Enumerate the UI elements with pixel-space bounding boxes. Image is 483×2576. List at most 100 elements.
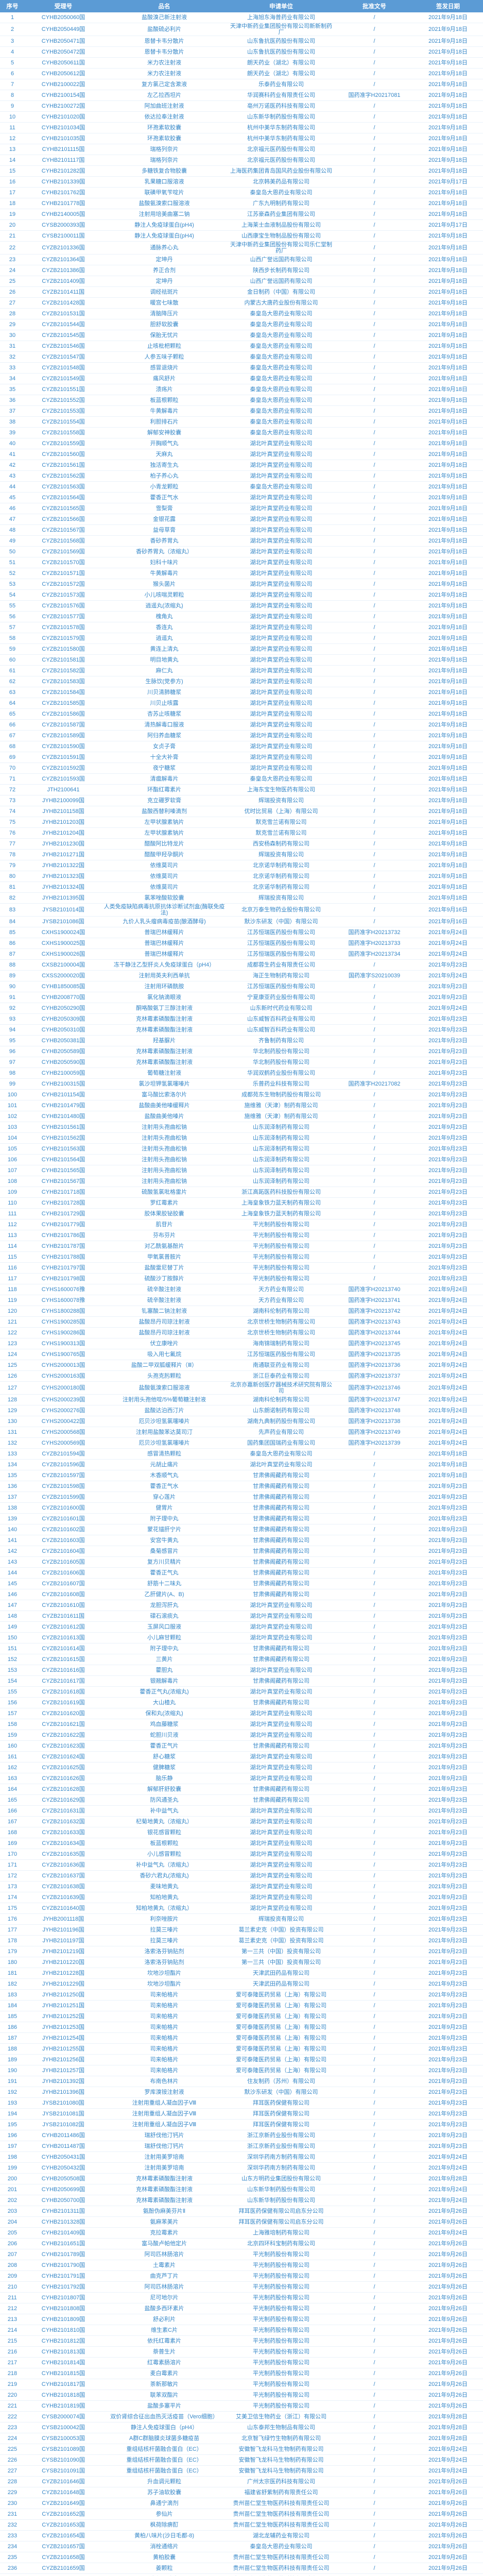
cell-row-number: 18	[0, 198, 25, 209]
cell-row-number: 174	[0, 1892, 25, 1903]
cell-issue-date: 2021年9月23日	[413, 1600, 483, 1611]
cell-product-name: 硫辛酸注射液	[102, 1295, 227, 1306]
cell-row-number: 127	[0, 1381, 25, 1395]
cell-row-number: 170	[0, 1849, 25, 1860]
cell-product-name: 盐酸多塞平片	[102, 2400, 227, 2412]
cell-applicant: 湖北叶真堂药业有限公司	[227, 1870, 336, 1882]
cell-applicant: 住友制药（苏州）有限公司	[227, 2076, 336, 2087]
cell-applicant: 甘肃佛阁藏药有限公司	[227, 1546, 336, 1557]
table-row: 181 JYHB2101228国 坎地沙坦酯片 天津武田药品有限公司/2021年9月2…	[0, 1968, 483, 1979]
cell-approval-number: /	[336, 611, 413, 622]
cell-acceptance-number: CYZB2101606国	[25, 1567, 102, 1579]
table-row: 166 CYZB2101631国 补中益气丸 湖北叶真堂药业有限公司/2021年9月2…	[0, 1805, 483, 1817]
cell-issue-date: 2021年9月26日	[413, 2281, 483, 2293]
cell-acceptance-number: JYHB2101252国	[25, 2011, 102, 2022]
table-row: 215 CYHB2101812国 依托红霉素片 平光制药股份有限公司/2021年9月2…	[0, 2335, 483, 2347]
cell-row-number: 194	[0, 2108, 25, 2120]
cell-row-number: 48	[0, 524, 25, 536]
cell-issue-date: 2021年9月23日	[413, 1013, 483, 1025]
table-row: 64 CYZB2101585国 川贝止咳露 湖北叶真堂药业有限公司/2021年9月18…	[0, 698, 483, 709]
cell-row-number: 189	[0, 2054, 25, 2065]
cell-row-number: 7	[0, 79, 25, 90]
table-row: 221 CYHB2101819国 盐酸多塞平片 平光制药股份有限公司/2021年9月2…	[0, 2400, 483, 2412]
cell-approval-number: /	[336, 1251, 413, 1263]
cell-product-name: 葡萄糖注射液	[102, 1067, 227, 1079]
cell-approval-number: /	[336, 762, 413, 774]
table-row: 187 JYHB2101254国 司来帕格片 爱可泰隆医药贸易（上海）有限公司/202…	[0, 2032, 483, 2044]
table-row: 84 JYSB2101086国 九价人乳头瘤病毒疫苗(酿酒酵母) 默沙东研发（中国）有…	[0, 916, 483, 927]
cell-row-number: 100	[0, 1089, 25, 1100]
table-row: 40 CYZB2101559国 开胸顺气丸 湖北叶真堂药业有限公司/2021年9月18…	[0, 438, 483, 449]
cell-product-name: 维生素C片	[102, 2325, 227, 2336]
cell-acceptance-number: CYHB2050472国	[25, 46, 102, 58]
cell-row-number: 4	[0, 46, 25, 58]
table-row: 141 CYZB2101603国 安宫牛黄丸 甘肃佛阁藏药有限公司/2021年9月23…	[0, 1535, 483, 1546]
cell-issue-date: 2021年9月18日	[413, 438, 483, 449]
cell-issue-date: 2021年9月18日	[413, 155, 483, 166]
cell-approval-number: 国药准字H20213736	[336, 1360, 413, 1371]
cell-approval-number: /	[336, 892, 413, 904]
cell-issue-date: 2021年9月23日	[413, 1935, 483, 1946]
cell-issue-date: 2021年9月18日	[413, 838, 483, 850]
cell-approval-number: /	[336, 871, 413, 882]
cell-applicant: 平光制药股份有限公司	[227, 1251, 336, 1263]
cell-applicant: 秦皇岛大恩药业有限公司	[227, 1448, 336, 1460]
cell-row-number: 107	[0, 1165, 25, 1176]
cell-applicant: 第一三共（中国）投资有限公司	[227, 1957, 336, 1968]
cell-applicant: 平光制药股份有限公司	[227, 2335, 336, 2347]
cell-issue-date: 2021年9月24日	[413, 2184, 483, 2195]
cell-row-number: 66	[0, 719, 25, 731]
cell-product-name: 盐酸多西环素片	[102, 2303, 227, 2314]
cell-issue-date: 2021年9月23日	[413, 992, 483, 1003]
cell-acceptance-number: CYHB2101814国	[25, 2357, 102, 2368]
cell-product-name: 克林霉素磷酸酯注射液	[102, 1013, 227, 1025]
cell-acceptance-number: CYZB2101586国	[25, 708, 102, 720]
cell-applicant: 湖北叶真堂药业有限公司	[227, 438, 336, 449]
cell-issue-date: 2021年9月18日	[413, 806, 483, 817]
cell-applicant: 秦皇岛大恩药业有限公司	[227, 341, 336, 352]
cell-approval-number: 国药准字H20213745	[336, 1338, 413, 1349]
cell-row-number: 120	[0, 1306, 25, 1317]
cell-product-name: 金银花露	[102, 514, 227, 525]
cell-row-number: 173	[0, 1881, 25, 1892]
table-row: 27 CYZB2101428国 暖宫七味散 内蒙古大唐药业股份有限公司/2021年9月…	[0, 297, 483, 309]
cell-issue-date: 2021年9月23日	[413, 1589, 483, 1600]
cell-row-number: 92	[0, 1003, 25, 1014]
cell-approval-number: /	[336, 1481, 413, 1492]
table-row: 23 CYZB2101364国 定坤丹 山西广誉远国药有限公司/2021年9月18日	[0, 254, 483, 265]
cell-product-name: 乳果糖口服溶液	[102, 176, 227, 188]
cell-applicant: 北京诺华制药有限公司	[227, 860, 336, 871]
cell-row-number: 30	[0, 330, 25, 341]
cell-issue-date: 2021年9月23日	[413, 1132, 483, 1144]
cell-applicant: 山东鲁抗医药股份有限公司	[227, 46, 336, 58]
cell-row-number: 168	[0, 1827, 25, 1838]
cell-row-number: 121	[0, 1316, 25, 1328]
cell-approval-number: 国药准字H20217082	[336, 1078, 413, 1090]
column-header-acceptance-number: 受理号	[25, 0, 102, 12]
cell-acceptance-number: CYZB2101628国	[25, 1784, 102, 1795]
table-row: 99 CYHB2100315国 氯沙坦钾氢氯噻嗪片 乐普药业科技有限公司 国药准字H20…	[0, 1078, 483, 1090]
cell-issue-date: 2021年9月23日	[413, 1805, 483, 1817]
cell-row-number: 191	[0, 2076, 25, 2087]
cell-issue-date: 2021年9月26日	[413, 2346, 483, 2358]
cell-product-name: 牛黄解毒片	[102, 568, 227, 579]
table-row: 39 CYZB2101558国 解郁安神胶囊 秦皇岛大恩药业有限公司/2021年9月1…	[0, 427, 483, 438]
cell-applicant: 平光制药股份有限公司	[227, 2357, 336, 2368]
table-row: 56 CYZB2101577国 槐角丸 湖北叶真堂药业有限公司/2021年9月18日	[0, 611, 483, 622]
cell-row-number: 60	[0, 654, 25, 666]
cell-row-number: 118	[0, 1284, 25, 1295]
table-row: 160 CYZB2101623国 藿香正气片 甘肃佛阁藏药有限公司/2021年9月23…	[0, 1740, 483, 1752]
cell-row-number: 144	[0, 1567, 25, 1579]
cell-product-name: 盐酸昂丹司琼注射液	[102, 1316, 227, 1328]
cell-applicant: 平光制药股份有限公司	[227, 2379, 336, 2390]
cell-applicant: 上海皇象铁力蓝天制药有限公司	[227, 1197, 336, 1209]
cell-approval-number: /	[336, 241, 413, 255]
table-row: 185 JYHB2101252国 司来帕格片 爱可泰隆医药贸易（上海）有限公司/202…	[0, 2011, 483, 2022]
cell-row-number: 169	[0, 1838, 25, 1849]
cell-acceptance-number: CYZB2101639国	[25, 1892, 102, 1903]
cell-acceptance-number: CYHB2101718国	[25, 1187, 102, 1198]
table-row: 69 CYZB2101591国 十全大补膏 湖北叶真堂药业有限公司/2021年9月18…	[0, 752, 483, 763]
table-row: 43 CYZB2101562国 柏子养心丸 湖北叶真堂药业有限公司/2021年9月18…	[0, 470, 483, 482]
cell-product-name: 阿司匹林肠溶片	[102, 2281, 227, 2293]
cell-issue-date: 2021年9月18日	[413, 198, 483, 209]
